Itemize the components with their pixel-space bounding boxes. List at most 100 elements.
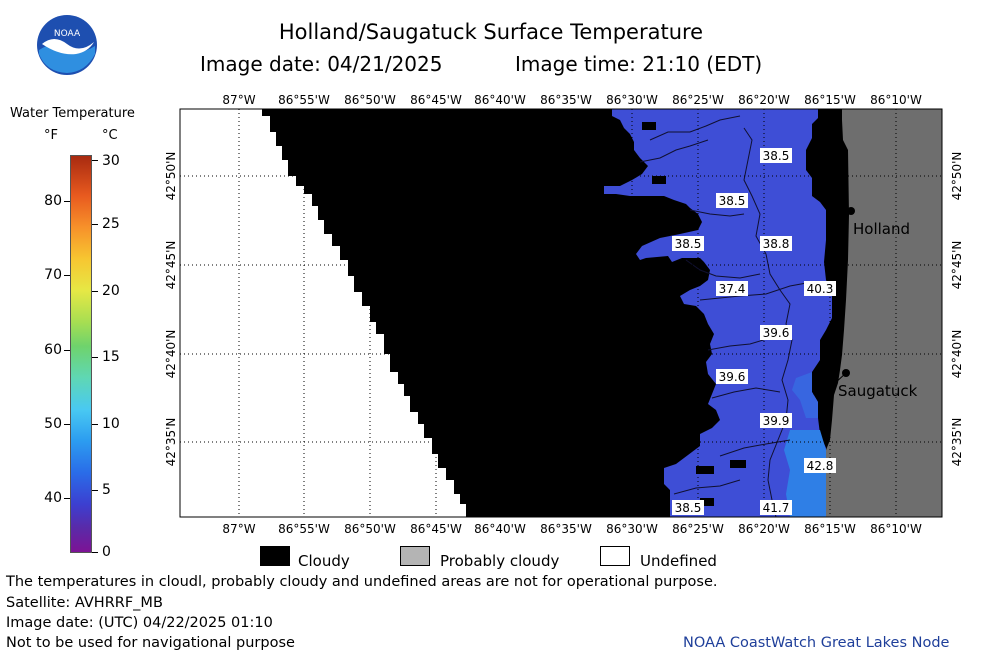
lon-label: 86°10'W — [870, 522, 922, 536]
lon-label: 86°10'W — [870, 93, 922, 107]
c-tick-label: 15 — [102, 349, 120, 365]
legend-cloudy-label: Cloudy — [298, 552, 350, 570]
cloudy-area — [730, 460, 746, 468]
lon-label: 86°15'W — [804, 522, 856, 536]
cloudy-area — [812, 376, 826, 384]
svg-text:38.8: 38.8 — [763, 237, 790, 251]
colorbar-c-unit: °C — [102, 128, 118, 143]
legend-probably-cloudy-label: Probably cloudy — [440, 552, 560, 570]
cloudy-area — [696, 466, 714, 474]
footer-navigation-warning: Not to be used for navigational purpose — [6, 635, 295, 651]
svg-text:37.4: 37.4 — [719, 282, 746, 296]
lat-label: 42°40'N — [164, 330, 178, 379]
f-tick-label: 80 — [44, 193, 62, 209]
lon-label: 86°50'W — [344, 522, 396, 536]
isotherm-contours — [639, 115, 813, 517]
svg-text:38.5: 38.5 — [675, 237, 702, 251]
c-tick-label: 0 — [102, 544, 111, 560]
lat-label: 42°50'N — [164, 152, 178, 201]
warm-nearshore-area — [784, 430, 826, 517]
lat-labels-right: 42°50'N 42°45'N 42°40'N 42°35'N — [950, 152, 964, 467]
lon-label: 86°40'W — [474, 522, 526, 536]
legend-probably-cloudy-swatch — [400, 546, 430, 566]
lat-label: 42°45'N — [950, 241, 964, 290]
svg-text:41.7: 41.7 — [763, 501, 790, 515]
graticule — [180, 109, 942, 517]
footer-credit: NOAA CoastWatch Great Lakes Node — [683, 635, 950, 651]
nearshore-area — [792, 372, 818, 418]
svg-text:38.5: 38.5 — [719, 194, 746, 208]
water-temperature-area — [604, 109, 832, 517]
colorbar-title: Water Temperature — [10, 106, 135, 121]
svg-text:39.9: 39.9 — [763, 414, 790, 428]
undefined-area — [180, 109, 466, 517]
cloudy-area — [180, 109, 942, 517]
f-tick-label: 60 — [44, 342, 62, 358]
temperature-labels: 38.5 38.5 38.5 38.8 37.4 40.3 39.6 39.6 … — [672, 148, 836, 515]
lon-label: 86°45'W — [410, 522, 462, 536]
legend-undefined-label: Undefined — [640, 552, 717, 570]
c-tick-label: 20 — [102, 283, 120, 299]
lon-label: 87°W — [222, 93, 255, 107]
logo-text: NOAA — [54, 29, 81, 39]
land-area — [826, 109, 942, 517]
legend-undefined-swatch — [600, 546, 630, 566]
f-tick-label: 40 — [44, 490, 62, 506]
temperature-label: 39.9 — [760, 413, 792, 428]
lon-label: 86°25'W — [672, 522, 724, 536]
temperature-label: 38.5 — [716, 193, 748, 208]
place-label-holland: Holland — [853, 220, 910, 238]
image-date: Image date: 04/21/2025 — [200, 52, 443, 76]
colorbar-f-unit: °F — [44, 128, 58, 143]
temperature-label: 39.6 — [716, 369, 748, 384]
lon-label: 86°55'W — [278, 93, 330, 107]
temperature-label: 40.3 — [804, 281, 836, 296]
lat-label: 42°35'N — [950, 418, 964, 467]
cloudy-area — [642, 122, 656, 130]
temperature-label: 38.5 — [672, 500, 704, 515]
map-frame — [179, 108, 943, 518]
temperature-label: 38.8 — [760, 236, 792, 251]
lat-label: 42°45'N — [164, 241, 178, 290]
cloudy-area — [700, 498, 714, 506]
lat-label: 42°35'N — [164, 418, 178, 467]
lon-label: 87°W — [222, 522, 255, 536]
map-title: Holland/Saugatuck Surface Temperature — [278, 20, 704, 44]
cloudy-area — [652, 176, 666, 184]
lon-label: 86°40'W — [474, 93, 526, 107]
lon-label: 86°15'W — [804, 93, 856, 107]
noaa-logo: NOAA — [37, 15, 97, 75]
svg-text:42.8: 42.8 — [807, 459, 834, 473]
lon-labels-bottom: 87°W 86°55'W 86°50'W 86°45'W 86°40'W 86°… — [222, 522, 922, 536]
svg-text:38.5: 38.5 — [675, 501, 702, 515]
lat-labels-left: 42°50'N 42°45'N 42°40'N 42°35'N — [164, 152, 178, 467]
legend-cloudy-swatch — [260, 546, 290, 566]
temperature-label: 42.8 — [804, 458, 836, 473]
footer-note: The temperatures in cloudl, probably clo… — [6, 574, 718, 590]
footer-satellite: Satellite: AVHRRF_MB — [6, 595, 163, 611]
c-tick-label: 5 — [102, 482, 111, 498]
f-tick-label: 70 — [44, 267, 62, 283]
c-tick-label: 25 — [102, 216, 120, 232]
temperature-label: 37.4 — [716, 281, 748, 296]
lon-label: 86°50'W — [344, 93, 396, 107]
svg-text:39.6: 39.6 — [763, 326, 790, 340]
temperature-label: 38.5 — [760, 148, 792, 163]
lon-label: 86°20'W — [738, 522, 790, 536]
lon-label: 86°20'W — [738, 93, 790, 107]
saugatuck-marker — [842, 369, 850, 377]
footer-utc-date: Image date: (UTC) 04/22/2025 01:10 — [6, 615, 273, 631]
place-label-saugatuck: Saugatuck — [838, 382, 918, 400]
lat-label: 42°40'N — [950, 330, 964, 379]
f-tick-label: 50 — [44, 416, 62, 432]
c-tick-label: 30 — [102, 153, 120, 169]
lon-label: 86°45'W — [410, 93, 462, 107]
lon-label: 86°30'W — [606, 93, 658, 107]
c-tick-label: 10 — [102, 416, 120, 432]
temperature-colorbar — [70, 155, 92, 553]
svg-text:40.3: 40.3 — [807, 282, 834, 296]
svg-text:38.5: 38.5 — [763, 149, 790, 163]
holland-marker — [847, 207, 855, 215]
cloudy-area — [804, 394, 814, 400]
lon-label: 86°35'W — [540, 522, 592, 536]
